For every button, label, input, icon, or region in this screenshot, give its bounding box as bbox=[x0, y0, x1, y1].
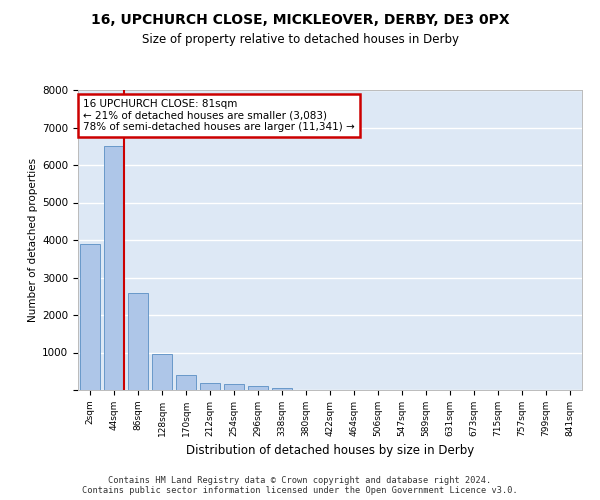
Bar bbox=[176, 376, 196, 390]
Bar bbox=[152, 354, 172, 390]
Bar bbox=[200, 382, 220, 390]
Bar bbox=[272, 388, 292, 390]
Bar bbox=[248, 386, 268, 390]
Text: 16, UPCHURCH CLOSE, MICKLEOVER, DERBY, DE3 0PX: 16, UPCHURCH CLOSE, MICKLEOVER, DERBY, D… bbox=[91, 12, 509, 26]
Text: Contains HM Land Registry data © Crown copyright and database right 2024.
Contai: Contains HM Land Registry data © Crown c… bbox=[82, 476, 518, 495]
Bar bbox=[224, 384, 244, 390]
X-axis label: Distribution of detached houses by size in Derby: Distribution of detached houses by size … bbox=[186, 444, 474, 458]
Bar bbox=[104, 146, 124, 390]
Bar bbox=[128, 292, 148, 390]
Y-axis label: Number of detached properties: Number of detached properties bbox=[28, 158, 38, 322]
Text: 16 UPCHURCH CLOSE: 81sqm
← 21% of detached houses are smaller (3,083)
78% of sem: 16 UPCHURCH CLOSE: 81sqm ← 21% of detach… bbox=[83, 99, 355, 132]
Text: Size of property relative to detached houses in Derby: Size of property relative to detached ho… bbox=[142, 32, 458, 46]
Bar bbox=[80, 244, 100, 390]
